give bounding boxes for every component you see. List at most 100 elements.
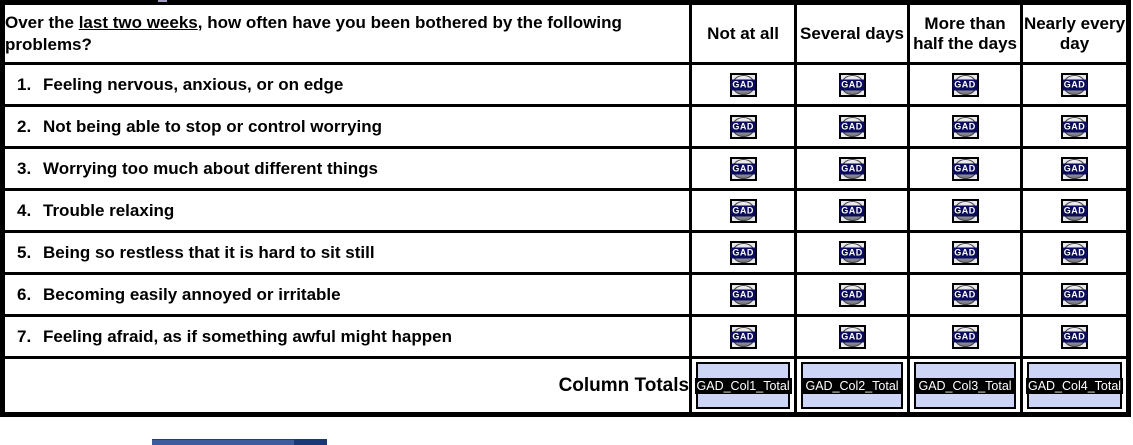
gad-radio-field[interactable]: GAD [1061, 156, 1089, 181]
gad-radio-field[interactable]: GAD [729, 114, 757, 139]
q1-cell-more-than-half: GAD [907, 62, 1024, 107]
gad-radio-field[interactable]: GAD [838, 324, 866, 349]
column-header-several-days: Several days [794, 1, 911, 65]
q7-cell-nearly-every-day: GAD [1020, 314, 1130, 359]
radio-field-name: GAD [952, 79, 978, 90]
radio-field-name: GAD [1062, 247, 1088, 258]
gad-radio-field[interactable]: GAD [951, 156, 979, 181]
col2-total-field[interactable]: GAD_Col2_Total [801, 362, 903, 409]
q5-cell-more-than-half: GAD [907, 230, 1024, 275]
header-row: Over the last two weeks, how often have … [0, 1, 1130, 65]
question-number: 7. [17, 326, 32, 346]
q4-cell-more-than-half: GAD [907, 188, 1024, 233]
radio-field-name: GAD [952, 331, 978, 342]
radio-field-name: GAD [839, 121, 865, 132]
question-2: 2. Not being able to stop or control worr… [0, 104, 693, 149]
q6-cell-not-at-all: GAD [689, 272, 798, 317]
gad-radio-field[interactable]: GAD [729, 240, 757, 265]
col4-total-field[interactable]: GAD_Col4_Total [1025, 362, 1124, 409]
q6-cell-several-days: GAD [794, 272, 911, 317]
cropped-field-highlight-bottom [152, 439, 294, 445]
gad-radio-field[interactable]: GAD [729, 198, 757, 223]
q1-cell-several-days: GAD [794, 62, 911, 107]
question-header-suffix: , how often have you been bothered by th… [5, 12, 622, 54]
gad-radio-field[interactable]: GAD [1061, 114, 1089, 139]
question-4: 4. Trouble relaxing [0, 188, 693, 233]
radio-field-name: GAD [839, 79, 865, 90]
gad-radio-field[interactable]: GAD [951, 72, 979, 97]
gad-radio-field[interactable]: GAD [838, 282, 866, 307]
radio-field-name: GAD [1062, 79, 1088, 90]
question-text: Trouble relaxing [43, 200, 175, 220]
total-cell-col2: GAD_Col2_Total [794, 356, 911, 416]
gad-radio-field[interactable]: GAD [951, 198, 979, 223]
total-cell-col1: GAD_Col1_Total [689, 356, 798, 416]
gad-radio-field[interactable]: GAD [729, 72, 757, 97]
question-header-underlined: last two weeks [78, 12, 198, 32]
gad-radio-field[interactable]: GAD [838, 72, 866, 97]
gad-radio-field[interactable]: GAD [951, 324, 979, 349]
radio-field-name: GAD [952, 205, 978, 216]
col3-total-field-name: GAD_Col3_Total [916, 377, 1014, 394]
gad-radio-field[interactable]: GAD [729, 282, 757, 307]
question-3: 3. Worrying too much about different thin… [0, 146, 693, 191]
total-cell-col4: GAD_Col4_Total [1020, 356, 1130, 416]
gad-radio-field[interactable]: GAD [1061, 72, 1089, 97]
question-number: 3. [17, 158, 32, 178]
radio-field-name: GAD [730, 205, 756, 216]
q7-cell-more-than-half: GAD [907, 314, 1024, 359]
column-header-nearly-every-day: Nearly every day [1020, 1, 1130, 65]
radio-field-name: GAD [1062, 121, 1088, 132]
column-header-more-than-half: More than half the days [907, 1, 1024, 65]
radio-field-name: GAD [839, 331, 865, 342]
question-number: 4. [17, 200, 32, 220]
radio-field-name: GAD [952, 247, 978, 258]
q5-cell-nearly-every-day: GAD [1020, 230, 1130, 275]
question-row-5: 5. Being so restless that it is hard to s… [0, 230, 1130, 275]
radio-field-name: GAD [730, 289, 756, 300]
q5-cell-several-days: GAD [794, 230, 911, 275]
gad-radio-field[interactable]: GAD [1061, 198, 1089, 223]
gad-radio-field[interactable]: GAD [1061, 324, 1089, 349]
radio-field-name: GAD [730, 331, 756, 342]
gad-radio-field[interactable]: GAD [729, 324, 757, 349]
col2-total-field-name: GAD_Col2_Total [803, 377, 901, 394]
col1-total-field[interactable]: GAD_Col1_Total [694, 362, 792, 409]
gad-radio-field[interactable]: GAD [1061, 240, 1089, 265]
cropped-field-highlight-bottom-dark [294, 439, 327, 445]
gad-radio-field[interactable]: GAD [838, 198, 866, 223]
gad-radio-field[interactable]: GAD [838, 114, 866, 139]
question-row-6: 6. Becoming easily annoyed or irritable G… [0, 272, 1130, 317]
gad-radio-field[interactable]: GAD [838, 240, 866, 265]
question-text: Feeling afraid, as if something awful mi… [43, 326, 452, 346]
q2-cell-not-at-all: GAD [689, 104, 798, 149]
gad-radio-field[interactable]: GAD [838, 156, 866, 181]
question-row-3: 3. Worrying too much about different thin… [0, 146, 1130, 191]
question-number: 1. [17, 74, 32, 94]
col4-total-field-name: GAD_Col4_Total [1025, 377, 1124, 394]
question-text: Worrying too much about different things [43, 158, 378, 178]
question-text: Being so restless that it is hard to sit… [43, 242, 375, 262]
gad-radio-field[interactable]: GAD [951, 114, 979, 139]
gad-radio-field[interactable]: GAD [951, 240, 979, 265]
gad-radio-field[interactable]: GAD [1061, 282, 1089, 307]
q4-cell-several-days: GAD [794, 188, 911, 233]
radio-field-name: GAD [839, 289, 865, 300]
q7-cell-not-at-all: GAD [689, 314, 798, 359]
question-1: 1. Feeling nervous, anxious, or on edge [0, 62, 693, 107]
radio-field-name: GAD [730, 247, 756, 258]
question-text: Feeling nervous, anxious, or on edge [43, 74, 344, 94]
question-number: 6. [17, 284, 32, 304]
gad-radio-field[interactable]: GAD [729, 156, 757, 181]
question-text: Becoming easily annoyed or irritable [43, 284, 341, 304]
gad-radio-field[interactable]: GAD [951, 282, 979, 307]
q1-cell-nearly-every-day: GAD [1020, 62, 1130, 107]
total-cell-col3: GAD_Col3_Total [907, 356, 1024, 416]
col3-total-field[interactable]: GAD_Col3_Total [914, 362, 1016, 409]
radio-field-name: GAD [1062, 331, 1088, 342]
radio-field-name: GAD [952, 163, 978, 174]
question-6: 6. Becoming easily annoyed or irritable [0, 272, 693, 317]
q6-cell-more-than-half: GAD [907, 272, 1024, 317]
q2-cell-nearly-every-day: GAD [1020, 104, 1130, 149]
